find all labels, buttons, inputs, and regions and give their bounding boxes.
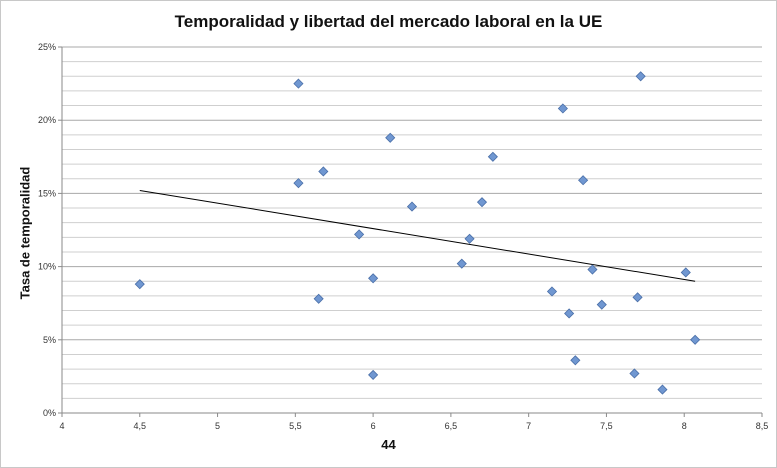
y-tick-label: 20% [38,115,56,125]
data-point [546,286,558,297]
data-point [680,267,691,278]
data-point [464,233,475,244]
x-tick-label: 6,5 [445,421,458,431]
data-point [293,78,304,89]
data-point [596,299,607,310]
data-point [632,292,643,303]
x-tick-label: 7 [526,421,531,431]
y-tick-label: 25% [38,42,56,52]
data-point [406,201,418,212]
data-point [354,229,365,240]
data-point [690,334,701,345]
data-point [368,369,379,381]
data-point [557,103,568,114]
data-point [456,258,467,269]
x-tick-label: 8 [682,421,687,431]
x-tick-label: 5,5 [289,421,302,431]
x-tick-label: 4 [59,421,64,431]
chart-title: Temporalidad y libertad del mercado labo… [174,12,603,31]
data-point [313,293,324,304]
data-point [657,384,668,395]
y-tick-label: 15% [38,188,56,198]
data-point [487,151,498,162]
data-point [578,175,589,186]
x-tick-label: 8,5 [756,421,769,431]
x-tick-label: 4,5 [134,421,147,431]
data-point [635,71,646,82]
data-point [476,197,488,208]
x-tick-label: 6 [371,421,376,431]
x-tick-label: 5 [215,421,220,431]
data-point [318,166,329,177]
data-point [385,132,396,143]
x-tick-label: 7,5 [600,421,613,431]
y-tick-label: 10% [38,262,56,272]
data-point [587,264,598,275]
trendline [139,189,696,282]
data-point [368,273,379,284]
data-point [570,355,581,366]
data-point [629,368,640,379]
y-tick-label: 5% [43,335,56,345]
x-axis-label: 44 [381,437,396,452]
data-point [564,308,575,319]
y-tick-label: 0% [43,408,56,418]
data-point [293,178,304,189]
data-point [134,279,145,290]
